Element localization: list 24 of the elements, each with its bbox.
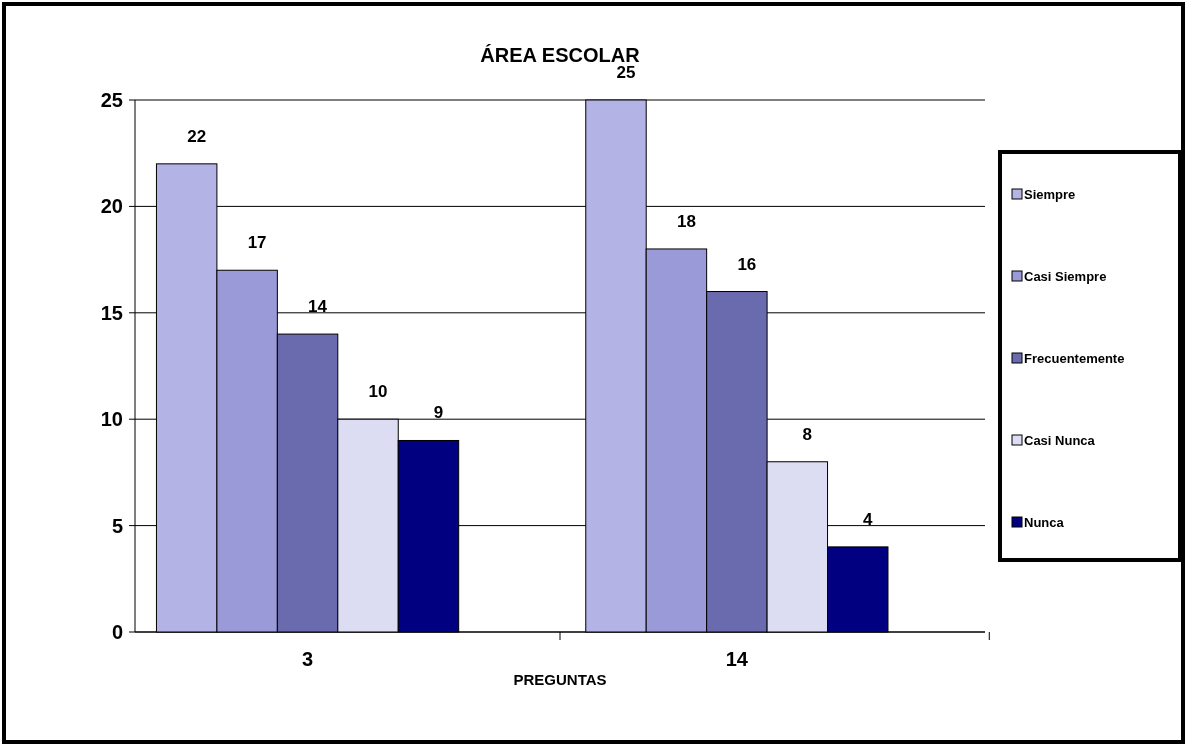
legend-label: Nunca	[1024, 514, 1065, 530]
y-tick-label: 5	[111, 514, 123, 537]
data-label: 4	[863, 509, 874, 529]
y-tick-label: 10	[100, 408, 123, 431]
data-label: 8	[802, 424, 813, 444]
x-axis-title: PREGUNTAS	[513, 671, 607, 688]
data-label: 25	[616, 63, 636, 82]
chart-title: ÁREA ESCOLAR	[480, 44, 641, 66]
y-tick-label: 0	[111, 621, 123, 643]
legend-label: Frecuentemente	[1024, 350, 1125, 366]
legend-label: Casi Nunca	[1024, 432, 1096, 448]
data-label: 18	[676, 211, 696, 231]
data-label: 14	[308, 297, 328, 317]
y-tick-label: 15	[100, 301, 123, 324]
data-label: 17	[247, 233, 267, 253]
data-label: 16	[737, 254, 757, 274]
data-label: 10	[368, 382, 388, 402]
legend-label: Siempre	[1024, 186, 1076, 202]
data-label: 9	[433, 403, 444, 423]
y-tick-label: 20	[100, 195, 123, 218]
data-label: 22	[187, 126, 207, 146]
legend-label: Casi Siempre	[1024, 268, 1107, 284]
y-tick-label: 25	[100, 89, 123, 111]
x-tick-label: 3	[302, 648, 314, 670]
